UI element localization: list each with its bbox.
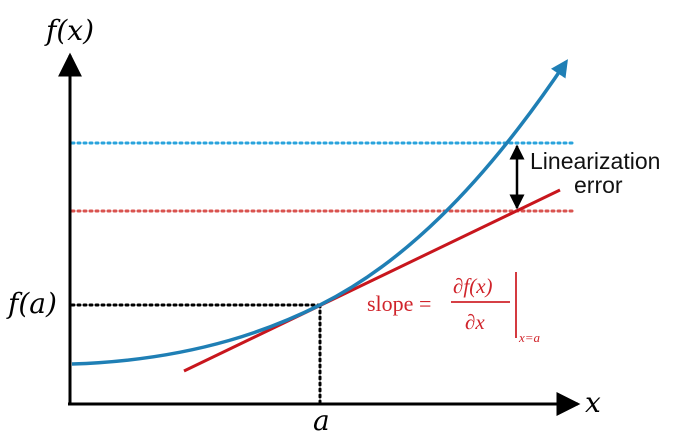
error-label-line2: error	[574, 172, 623, 198]
slope-word: slope =	[367, 291, 431, 316]
fa-label: f(a)	[6, 287, 57, 320]
function-curve	[71, 59, 568, 366]
slope-numerator: ∂f(x)	[453, 274, 493, 298]
error-label-line1: Linearization	[530, 148, 660, 174]
x-axis-label: x	[585, 386, 601, 419]
a-label: a	[313, 404, 330, 437]
slope-subscript: x=a	[518, 330, 541, 345]
y-axis-label: f(x)	[44, 14, 94, 47]
slope-denominator: ∂x	[465, 310, 485, 334]
tangent-line	[183, 188, 561, 373]
